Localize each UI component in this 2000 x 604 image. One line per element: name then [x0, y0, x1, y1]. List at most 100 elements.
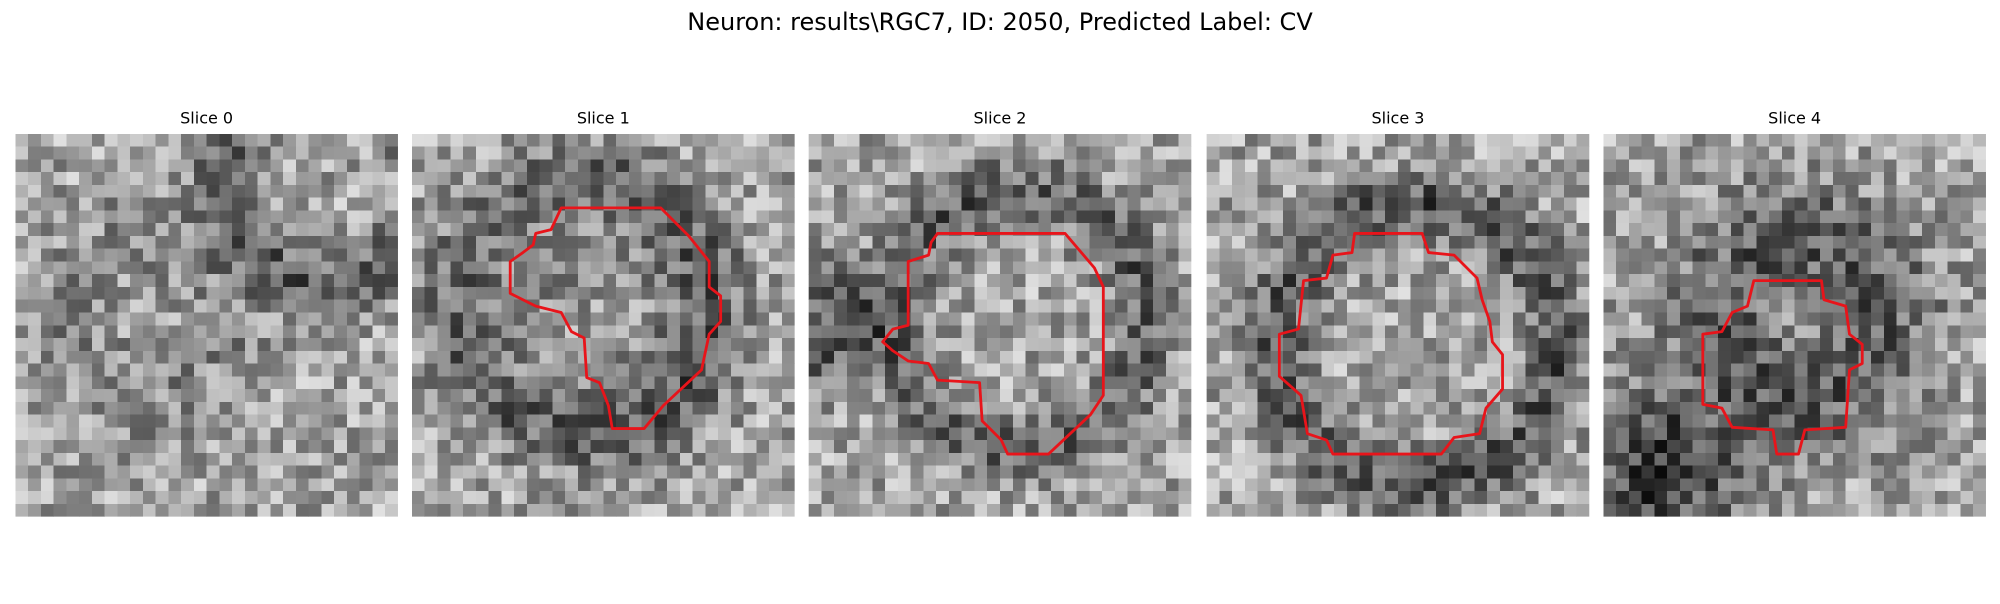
pixel	[1845, 414, 1859, 428]
pixel	[1603, 401, 1617, 415]
pixel	[1781, 414, 1795, 428]
pixel	[1140, 261, 1154, 275]
pixel	[437, 299, 451, 313]
pixel	[130, 261, 144, 275]
pixel	[1334, 503, 1348, 517]
pixel	[321, 376, 335, 390]
pixel	[552, 478, 566, 492]
pixel	[1385, 503, 1399, 517]
pixel	[53, 223, 67, 237]
pixel	[66, 172, 80, 186]
pixel	[1871, 414, 1885, 428]
pixel	[1244, 503, 1258, 517]
pixel	[667, 184, 681, 198]
pixel	[257, 491, 271, 505]
pixel	[117, 133, 131, 147]
pixel	[603, 223, 617, 237]
pixel	[1461, 491, 1475, 505]
pixel	[1628, 223, 1642, 237]
pixel	[1628, 376, 1642, 390]
pixel	[1063, 491, 1077, 505]
pixel	[295, 223, 309, 237]
pixel	[1743, 491, 1757, 505]
pixel	[1667, 159, 1681, 173]
pixel	[1794, 376, 1808, 390]
pixel	[488, 146, 502, 160]
pixel	[1359, 184, 1373, 198]
pixel	[1628, 350, 1642, 364]
pixel	[91, 286, 105, 300]
pixel	[1436, 261, 1450, 275]
pixel	[1667, 286, 1681, 300]
pixel	[679, 184, 693, 198]
pixel	[1219, 261, 1233, 275]
pixel	[1922, 184, 1936, 198]
pixel	[1487, 184, 1501, 198]
pixel	[346, 223, 360, 237]
pixel	[193, 338, 207, 352]
pixel	[1858, 274, 1872, 288]
pixel	[475, 465, 489, 479]
pixel	[130, 389, 144, 403]
pixel	[961, 261, 975, 275]
pixel	[897, 401, 911, 415]
pixel	[244, 491, 258, 505]
pixel	[590, 248, 604, 262]
pixel	[1295, 248, 1309, 262]
pixel	[1410, 363, 1424, 377]
pixel	[667, 286, 681, 300]
pixel	[321, 325, 335, 339]
pixel	[450, 465, 464, 479]
pixel	[1769, 389, 1783, 403]
pixel	[769, 338, 783, 352]
pixel	[193, 133, 207, 147]
pixel	[872, 325, 886, 339]
pixel	[808, 503, 822, 517]
pixel	[1038, 184, 1052, 198]
pixel	[1781, 325, 1795, 339]
pixel	[616, 363, 630, 377]
pixel	[1487, 210, 1501, 224]
pixel	[40, 350, 54, 364]
pixel	[679, 133, 693, 147]
pixel	[1461, 312, 1475, 326]
pixel	[53, 389, 67, 403]
pixel	[1321, 325, 1335, 339]
pixel	[117, 503, 131, 517]
pixel	[424, 223, 438, 237]
pixel	[424, 465, 438, 479]
pixel	[424, 159, 438, 173]
pixel	[1641, 338, 1655, 352]
pixel	[1525, 452, 1539, 466]
pixel	[1114, 261, 1128, 275]
pixel	[1334, 261, 1348, 275]
pixel	[730, 363, 744, 377]
pixel	[206, 223, 220, 237]
pixel	[104, 503, 118, 517]
pixel	[1551, 325, 1565, 339]
pixel	[514, 503, 528, 517]
pixel	[1909, 159, 1923, 173]
pixel	[359, 274, 373, 288]
pixel	[1922, 338, 1936, 352]
pixel	[1295, 478, 1309, 492]
pixel	[1654, 312, 1668, 326]
pixel	[244, 223, 258, 237]
pixel	[488, 299, 502, 313]
pixel	[1232, 414, 1246, 428]
pixel	[1076, 235, 1090, 249]
pixel	[1628, 338, 1642, 352]
pixel	[1679, 427, 1693, 441]
pixel	[654, 440, 668, 454]
pixel	[15, 414, 29, 428]
pixel	[1832, 363, 1846, 377]
pixel	[1448, 350, 1462, 364]
pixel	[1012, 274, 1026, 288]
pixel	[1474, 325, 1488, 339]
pixel	[1794, 452, 1808, 466]
pixel	[1127, 414, 1141, 428]
pixel	[1153, 133, 1167, 147]
pixel	[692, 146, 706, 160]
pixel	[1794, 350, 1808, 364]
pixel	[1718, 325, 1732, 339]
